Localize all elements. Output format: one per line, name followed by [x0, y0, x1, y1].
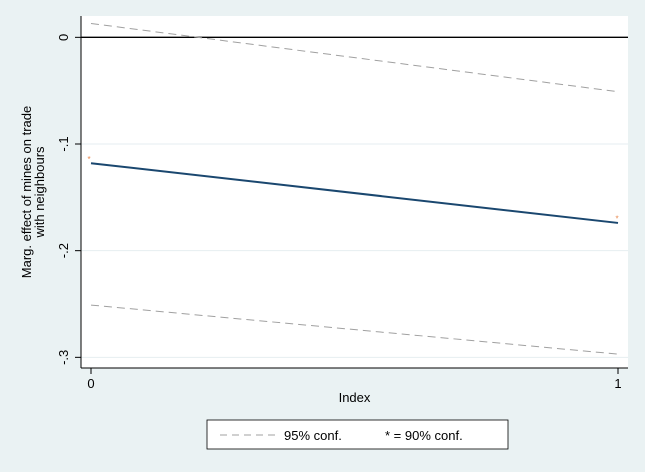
x-axis-title: Index [339, 390, 371, 405]
plot-area [81, 16, 628, 368]
sig-marker: * [87, 155, 90, 164]
y-tick-label: -.2 [56, 243, 71, 258]
x-tick-label: 1 [614, 376, 621, 391]
x-tick-label: 0 [87, 376, 94, 391]
legend: 95% conf. * = 90% conf. [206, 419, 509, 450]
y-tick-label: -.3 [56, 350, 71, 365]
y-axis-title-line-1: Marg. effect of mines on trade [19, 106, 34, 278]
series-line-lower-95 [90, 304, 619, 355]
series-line-upper-95 [90, 22, 619, 93]
legend-box [206, 419, 509, 450]
y-axis-title-line-2: with neighbours [32, 146, 47, 239]
y-tick-label: 0 [56, 34, 71, 41]
legend-label-95: 95% conf. [284, 428, 342, 443]
series-line-estimate [90, 162, 619, 224]
sig-marker: * [615, 215, 618, 224]
legend-label-90: * = 90% conf. [385, 428, 463, 443]
series-layer: ** [87, 22, 619, 355]
axes: 0 -.1 -.2 -.3 0 1 [56, 16, 628, 391]
y-tick-label: -.1 [56, 136, 71, 151]
